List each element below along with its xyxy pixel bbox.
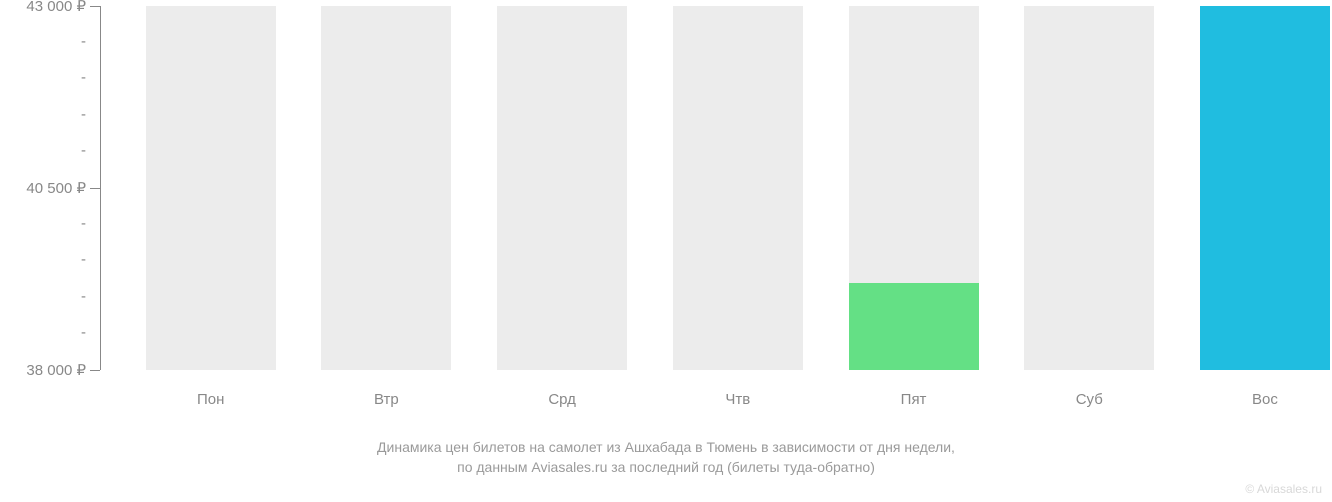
- bar-slot: [321, 6, 451, 370]
- y-minor-tick: -: [81, 69, 86, 86]
- y-minor-tick: -: [81, 142, 86, 159]
- x-axis-label: Втр: [346, 391, 426, 408]
- bar-slot: [1200, 6, 1330, 370]
- y-axis-label: 38 000 ₽: [26, 361, 86, 379]
- y-minor-tick: -: [81, 288, 86, 305]
- x-axis-label: Чтв: [698, 391, 778, 408]
- bar-background: [1024, 6, 1154, 370]
- x-axis-label: Суб: [1049, 391, 1129, 408]
- bar-slot: [497, 6, 627, 370]
- bar-background: [146, 6, 276, 370]
- y-axis-label: 40 500 ₽: [26, 179, 86, 197]
- x-axis-label: Вос: [1225, 391, 1305, 408]
- y-minor-tick: -: [81, 33, 86, 50]
- y-minor-tick: -: [81, 324, 86, 341]
- caption-line-2: по данным Aviasales.ru за последний год …: [0, 458, 1332, 478]
- bar-slot: [146, 6, 276, 370]
- bar-background: [497, 6, 627, 370]
- bar-value: [1200, 6, 1330, 370]
- x-axis-label: Пон: [171, 391, 251, 408]
- bar-slot: [849, 6, 979, 370]
- bar-value: [849, 283, 979, 370]
- y-minor-tick: -: [81, 215, 86, 232]
- price-by-weekday-chart: 38 000 ₽ 40 500 ₽ 43 000 ₽ - - - - - - - - Пон Втр С…: [0, 0, 1332, 502]
- y-minor-tick: -: [81, 106, 86, 123]
- y-minor-tick: -: [81, 251, 86, 268]
- y-tick-major: [90, 188, 100, 189]
- x-axis-label: Срд: [522, 391, 602, 408]
- caption-line-1: Динамика цен билетов на самолет из Ашхаб…: [0, 438, 1332, 458]
- y-tick-major: [90, 6, 100, 7]
- bar-background: [673, 6, 803, 370]
- bar-slot: [673, 6, 803, 370]
- watermark: © Aviasales.ru: [1245, 482, 1322, 496]
- y-tick-major: [90, 370, 100, 371]
- y-axis-label: 43 000 ₽: [26, 0, 86, 15]
- chart-caption: Динамика цен билетов на самолет из Ашхаб…: [0, 438, 1332, 477]
- bar-background: [321, 6, 451, 370]
- x-axis-label: Пят: [874, 391, 954, 408]
- y-axis: [100, 6, 101, 370]
- bar-slot: [1024, 6, 1154, 370]
